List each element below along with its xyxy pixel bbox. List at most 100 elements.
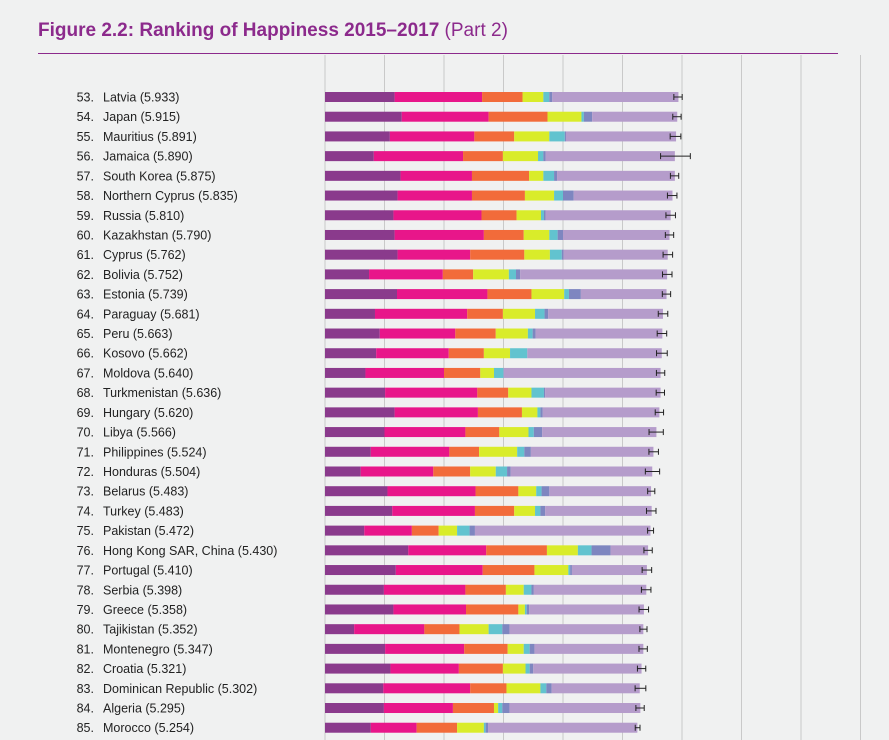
country-label: Estonia (5.739)	[103, 288, 188, 302]
bar-segment	[325, 308, 375, 319]
bar-segment	[557, 170, 675, 181]
bar-segment	[535, 328, 663, 339]
rank-label: 76.	[77, 544, 94, 558]
bar-segment	[498, 703, 503, 714]
bar-segment	[529, 170, 544, 181]
bar-segment	[540, 505, 546, 516]
bar-segment	[457, 525, 470, 536]
bar-segment	[325, 170, 401, 181]
bar-segment	[325, 190, 398, 201]
bar-segment	[523, 643, 530, 654]
bar-segment	[577, 545, 592, 556]
bar-segment	[505, 584, 524, 595]
bar-segment	[531, 289, 565, 300]
rank-label: 75.	[77, 524, 94, 538]
rank-label: 68.	[77, 386, 94, 400]
rank-label: 54.	[77, 110, 94, 124]
bar-segment	[534, 643, 644, 654]
bar-segment	[570, 565, 572, 576]
bar-segment	[548, 308, 663, 319]
rank-label: 66.	[77, 347, 94, 361]
bar-segment	[474, 525, 651, 536]
bar-segment	[424, 624, 460, 635]
bar-segment	[525, 663, 530, 674]
bar-segment	[370, 722, 417, 733]
country-label: Kosovo (5.662)	[103, 347, 188, 361]
bar-segment	[482, 565, 535, 576]
bar-segment	[530, 446, 654, 457]
bar-segment	[487, 289, 532, 300]
bar-segment	[520, 269, 668, 280]
bar-segment	[521, 407, 538, 418]
bar-segment	[379, 328, 456, 339]
bar-segment	[457, 722, 484, 733]
bar-segment	[325, 505, 393, 516]
bar-segment	[383, 584, 466, 595]
bar-segment	[325, 387, 386, 398]
country-label: Moldova (5.640)	[103, 366, 193, 380]
bar-segment	[325, 249, 398, 260]
bar-segment	[360, 466, 434, 477]
bar-segment	[470, 466, 496, 477]
bar-segment	[433, 466, 471, 477]
bar-segment	[549, 229, 558, 240]
bar-segment	[459, 624, 489, 635]
bar-segment	[465, 584, 506, 595]
bar-segment	[523, 229, 550, 240]
country-label: Turkey (5.483)	[103, 504, 184, 518]
bar-segment	[473, 269, 509, 280]
country-label: Latvia (5.933)	[103, 91, 179, 105]
bar-segment	[495, 466, 508, 477]
rank-label: 53.	[77, 91, 94, 105]
bar-segment	[477, 387, 509, 398]
rank-label: 82.	[77, 662, 94, 676]
bar-segment	[524, 604, 527, 615]
bar-segment	[518, 604, 525, 615]
country-label: Belarus (5.483)	[103, 485, 188, 499]
bar-segment	[483, 722, 486, 733]
country-label: Peru (5.663)	[103, 327, 172, 341]
rank-label: 63.	[77, 288, 94, 302]
bar-segment	[524, 190, 555, 201]
bar-segment	[325, 545, 409, 556]
country-label: Algeria (5.295)	[103, 702, 185, 716]
bar-segment	[545, 210, 671, 221]
bar-segment	[516, 210, 541, 221]
bar-segment	[389, 131, 475, 142]
bar-segment	[527, 328, 533, 339]
bar-segment	[581, 111, 584, 122]
bar-segment	[373, 151, 464, 162]
country-label: Pakistan (5.472)	[103, 524, 194, 538]
country-label: Japan (5.915)	[103, 110, 180, 124]
country-label: Tajikistan (5.352)	[103, 623, 198, 637]
country-label: Kazakhstan (5.790)	[103, 228, 211, 242]
bar-segment	[502, 663, 526, 674]
bar-segment	[383, 703, 453, 714]
bar-segment	[533, 584, 647, 595]
rank-label: 81.	[77, 642, 94, 656]
country-label: Philippines (5.524)	[103, 445, 207, 459]
bar-segment	[557, 229, 563, 240]
country-label: Montenegro (5.347)	[103, 642, 213, 656]
bar-segment	[387, 486, 476, 497]
bar-segment	[488, 624, 503, 635]
rank-label: 64.	[77, 307, 94, 321]
bar-segment	[563, 190, 574, 201]
bar-segment	[408, 545, 487, 556]
country-label: Paraguay (5.681)	[103, 307, 200, 321]
bar-segment	[325, 229, 395, 240]
bar-segment	[458, 663, 503, 674]
bar-segment	[374, 308, 468, 319]
bar-segment	[325, 703, 384, 714]
bar-segment	[325, 269, 370, 280]
bar-segment	[536, 486, 542, 497]
bar-segment	[524, 446, 531, 457]
bar-segment	[354, 624, 425, 635]
rank-label: 58.	[77, 189, 94, 203]
country-label: Mauritius (5.891)	[103, 130, 197, 144]
title-divider	[38, 53, 838, 54]
bar-segment	[541, 486, 550, 497]
bar-segment	[522, 92, 544, 102]
rank-label: 72.	[77, 465, 94, 479]
